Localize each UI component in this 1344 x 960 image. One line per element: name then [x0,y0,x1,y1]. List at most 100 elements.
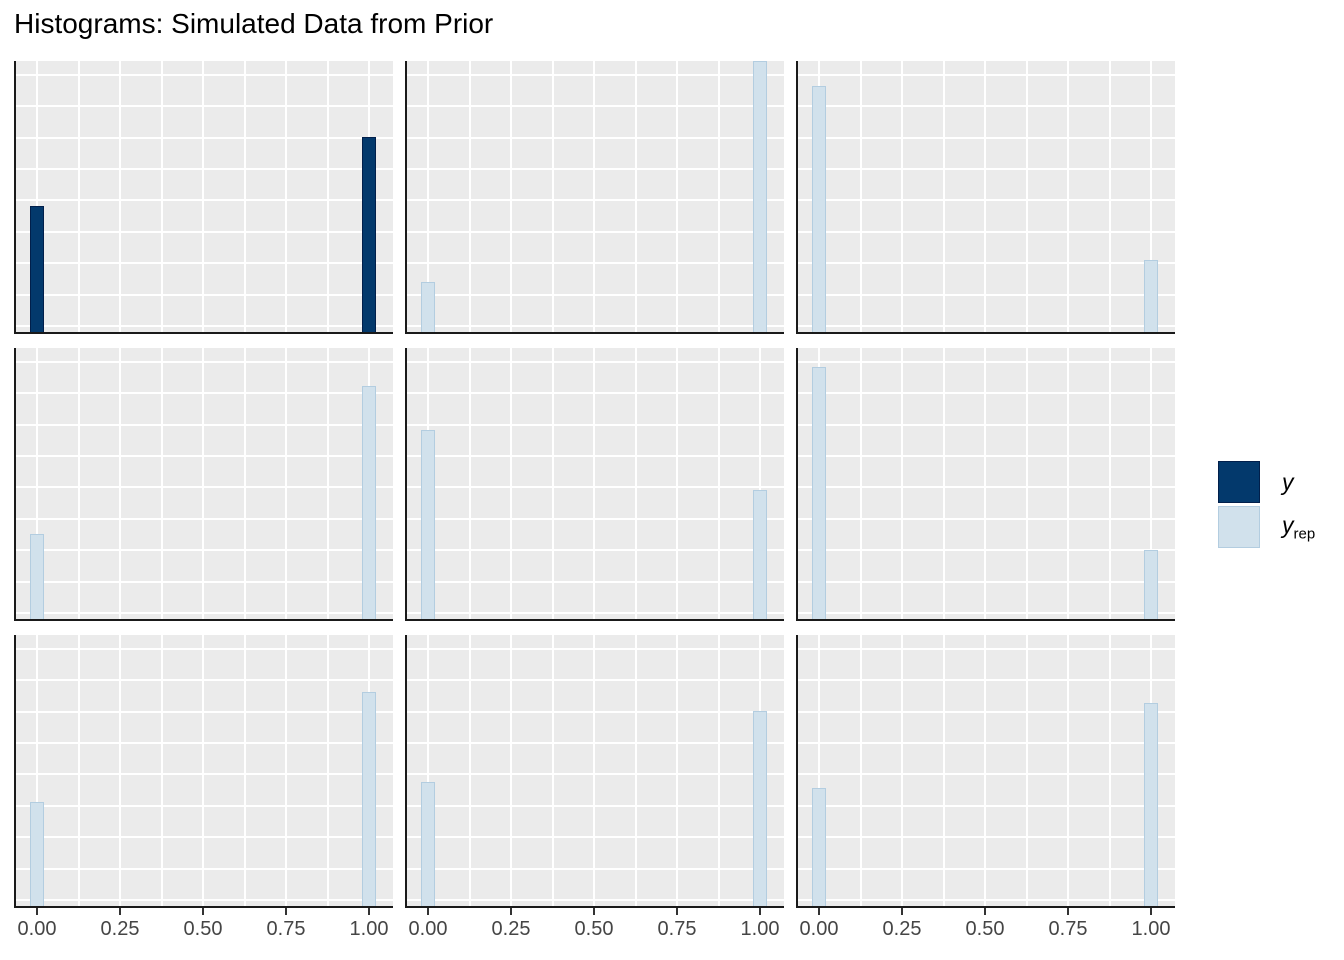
x-axis-tick-label: 0.00 [17,918,57,940]
x-axis-line [14,619,393,621]
gridline-vertical [901,348,903,621]
x-axis-line [14,332,393,334]
x-axis-tick [1150,908,1152,915]
gridline-horizontal [14,455,393,457]
gridline-horizontal [796,517,1175,520]
x-axis-tick-label: 0.25 [882,918,922,940]
gridline-horizontal [405,73,784,76]
x-axis-tick [285,908,287,915]
gridline-horizontal [14,836,393,839]
gridline-horizontal [796,262,1175,265]
x-axis-line [405,619,784,621]
x-axis-tick [368,908,370,915]
x-axis-tick [119,908,121,915]
gridline-horizontal [14,293,393,296]
gridline-vertical [1067,348,1069,621]
gridline-horizontal [796,836,1175,839]
gridline-horizontal [405,773,784,776]
histogram-bar-y_rep-x0 [812,788,826,908]
gridline-horizontal [405,742,784,744]
gridline-vertical [326,635,329,908]
x-axis-tick-label: 0.00 [408,918,448,940]
x-axis-tick [510,908,512,915]
gridline-vertical [1025,61,1028,334]
gridline-horizontal [796,612,1175,614]
gridline-horizontal [14,262,393,265]
gridline-horizontal [14,360,393,363]
gridline-vertical [468,635,471,908]
gridline-horizontal [14,612,393,614]
legend-item-y: y [1218,461,1315,503]
gridline-vertical [984,635,986,908]
gridline-horizontal [14,580,393,583]
gridline-vertical [1108,348,1111,621]
y-axis-line [796,348,798,621]
legend-label-y: y [1282,468,1294,495]
histogram-bar-y_rep-x1 [753,61,767,334]
gridline-horizontal [14,773,393,776]
x-axis-tick [202,908,204,915]
gridline-vertical [1025,635,1028,908]
gridline-horizontal [405,230,784,233]
gridline-vertical [510,635,512,908]
gridline-vertical [468,348,471,621]
facet-panel-9-y_rep: 0.00 0.25 0.50 0.75 1.00 [796,635,1175,940]
gridline-vertical [243,61,246,334]
gridline-horizontal [796,486,1175,489]
gridline-vertical [285,61,287,334]
gridline-vertical [818,635,820,908]
gridline-horizontal [405,710,784,713]
gridline-vertical [759,348,761,621]
histogram-bar-y_rep-x0 [812,367,826,621]
x-axis-tick-label: 1.00 [349,918,389,940]
gridline-vertical [427,635,429,908]
gridline-horizontal [405,804,784,807]
y-axis-line [14,348,16,621]
gridline-vertical [676,635,678,908]
gridline-vertical [859,348,862,621]
y-axis-line [14,61,16,334]
gridline-vertical [901,61,903,334]
gridline-horizontal [14,392,393,395]
gridline-horizontal [796,105,1175,108]
gridline-vertical [36,348,38,621]
gridline-horizontal [14,105,393,108]
gridline-vertical [984,61,986,334]
y-axis-line [405,635,407,908]
x-axis-tick [676,908,678,915]
facet-panel-3-y_rep [796,61,1175,334]
facet-panel-4-y_rep [14,348,393,621]
gridline-horizontal [14,517,393,520]
gridline-horizontal [796,392,1175,395]
legend-swatch-y [1218,461,1260,503]
gridline-horizontal [405,455,784,457]
gridline-horizontal [405,360,784,363]
legend-label-yrep: yrep [1282,511,1316,543]
gridline-vertical [551,348,554,621]
facet-panel-1-y [14,61,393,334]
x-axis-tick-label: 0.50 [965,918,1005,940]
gridline-horizontal [796,293,1175,296]
gridline-vertical [160,635,163,908]
gridline-horizontal [796,899,1175,901]
x-axis-line [796,332,1175,334]
gridline-vertical [593,61,595,334]
gridline-vertical [1108,635,1111,908]
gridline-vertical [202,635,204,908]
gridline-vertical [202,61,204,334]
y-axis-line [14,635,16,908]
gridline-vertical [593,348,595,621]
x-axis-tick-label: 1.00 [1131,918,1171,940]
gridline-horizontal [14,710,393,713]
gridline-horizontal [405,325,784,327]
gridline-vertical [901,635,903,908]
gridline-vertical [859,61,862,334]
gridline-vertical [1067,635,1069,908]
x-axis-line [14,906,393,908]
gridline-horizontal [14,73,393,76]
gridline-vertical [202,348,204,621]
gridline-vertical [717,61,720,334]
gridline-vertical [119,348,121,621]
x-axis-tick [818,908,820,915]
gridline-vertical [634,348,637,621]
